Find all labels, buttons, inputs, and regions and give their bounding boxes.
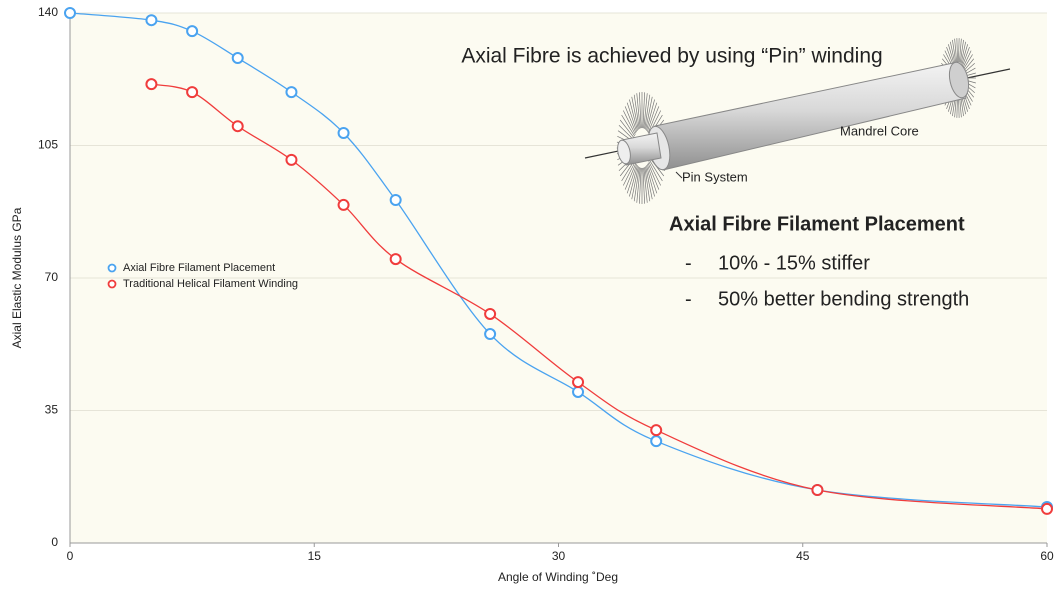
- legend-label: Axial Fibre Filament Placement: [123, 262, 275, 274]
- point: [391, 254, 401, 264]
- bullet-item: 50% better bending strength: [718, 288, 969, 310]
- pin-label: Pin System: [682, 169, 748, 184]
- point: [812, 485, 822, 495]
- point: [391, 195, 401, 205]
- x-tick-label: 30: [552, 549, 566, 563]
- point: [485, 309, 495, 319]
- x-axis-title: Angle of Winding ˚Deg: [498, 570, 618, 584]
- bullet: -: [685, 288, 692, 310]
- point: [187, 26, 197, 36]
- point: [339, 128, 349, 138]
- y-axis-title: Axial Elastic Modulus GPa: [10, 207, 24, 348]
- x-tick-label: 45: [796, 549, 810, 563]
- mandrel-label: Mandrel Core: [840, 123, 919, 138]
- point: [65, 8, 75, 18]
- y-tick-label: 140: [38, 5, 58, 19]
- point: [146, 79, 156, 89]
- y-tick-label: 70: [45, 270, 59, 284]
- point: [187, 87, 197, 97]
- y-tick-label: 0: [51, 535, 58, 549]
- point: [573, 387, 583, 397]
- chart: Angle of Winding ˚Deg Axial Elastic Modu…: [0, 0, 1057, 591]
- legend-swatch: [109, 281, 116, 288]
- headline: Axial Fibre is achieved by using “Pin” w…: [461, 45, 882, 68]
- point: [1042, 504, 1052, 514]
- point: [146, 15, 156, 25]
- bullet-item: 10% - 15% stiffer: [718, 252, 870, 274]
- legend-swatch: [109, 265, 116, 272]
- point: [339, 200, 349, 210]
- point: [233, 53, 243, 63]
- bullet: -: [685, 252, 692, 274]
- x-tick-label: 0: [67, 549, 74, 563]
- point: [573, 377, 583, 387]
- box-title: Axial Fibre Filament Placement: [669, 213, 965, 235]
- y-tick-label: 35: [45, 403, 59, 417]
- y-tick-label: 105: [38, 138, 58, 152]
- point: [286, 87, 296, 97]
- point: [485, 329, 495, 339]
- legend-label: Traditional Helical Filament Winding: [123, 278, 298, 290]
- x-tick-label: 60: [1040, 549, 1054, 563]
- point: [286, 155, 296, 165]
- point: [651, 425, 661, 435]
- x-tick-label: 15: [308, 549, 322, 563]
- point: [651, 436, 661, 446]
- point: [233, 121, 243, 131]
